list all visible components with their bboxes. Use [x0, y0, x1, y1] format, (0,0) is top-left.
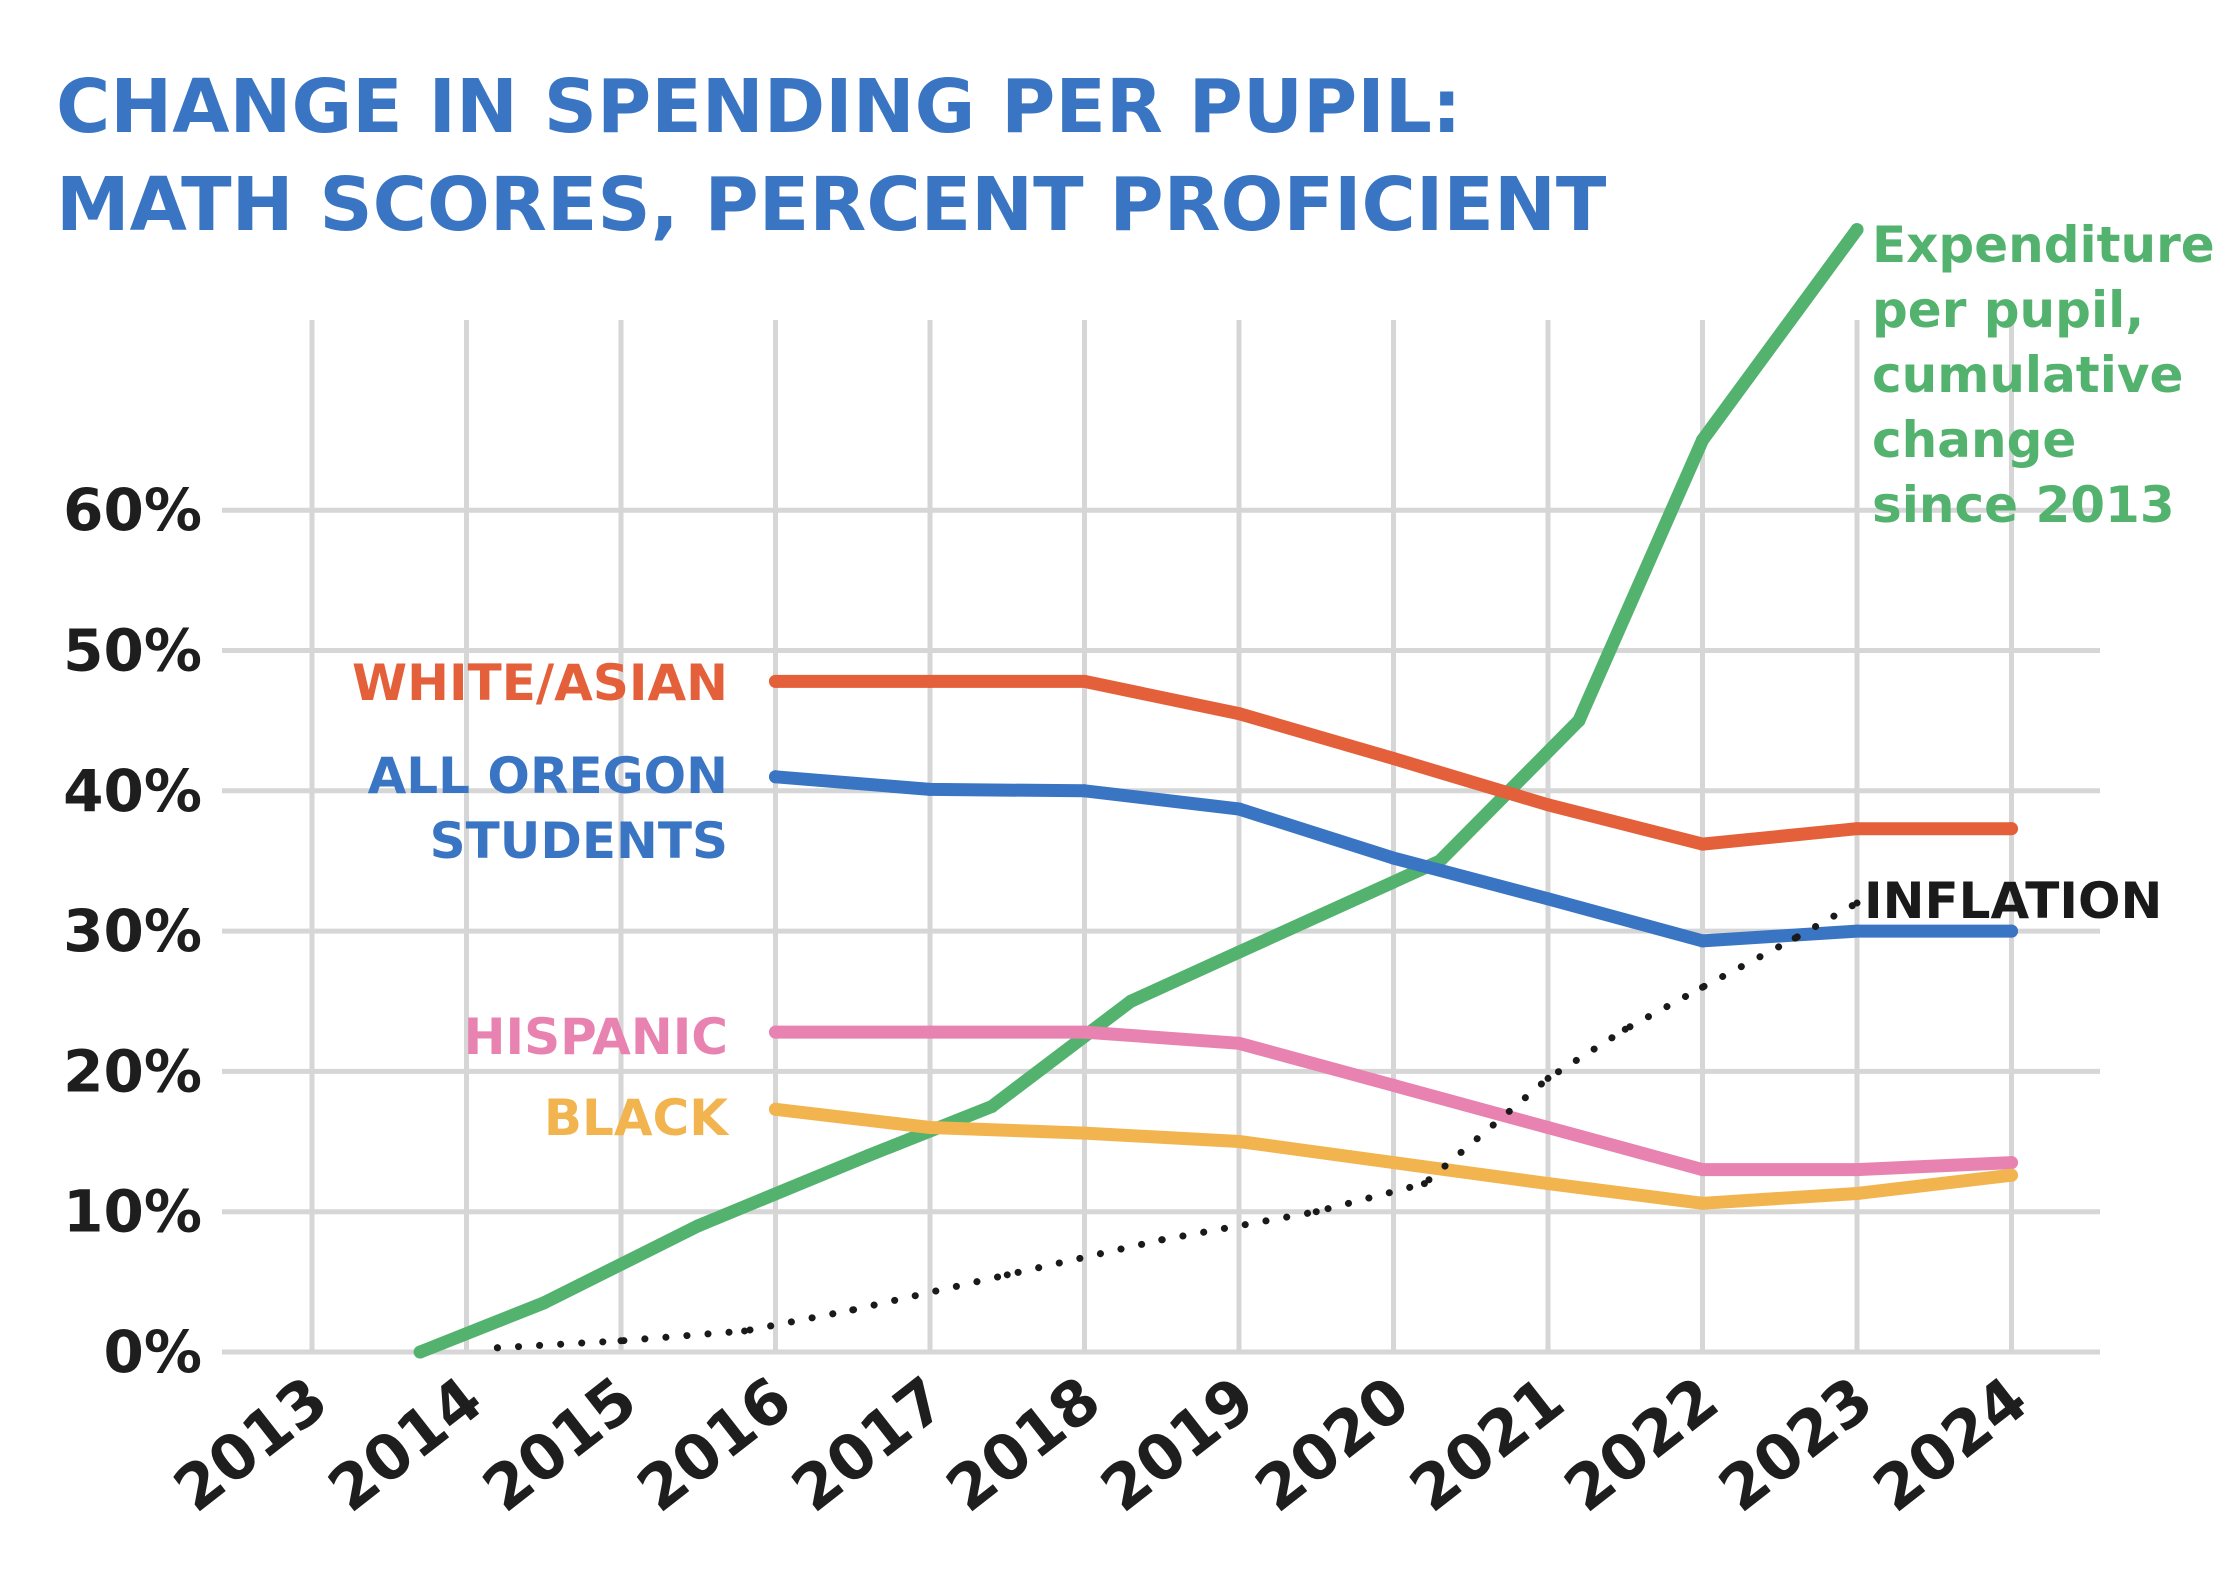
data-point-inflation	[849, 1306, 857, 1314]
data-point-inflation	[741, 1327, 749, 1335]
data-point-all-oregon-students	[1232, 802, 1246, 816]
data-point-expenditure-per-pupil-cumulative-change-since-2013	[1572, 714, 1586, 728]
y-tick-label: 20%	[63, 1037, 202, 1105]
data-point-expenditure-per-pupil-cumulative-change-since-2013	[691, 1219, 705, 1233]
data-point-all-oregon-students	[923, 782, 937, 796]
x-tick-label: 2018	[933, 1362, 1114, 1526]
grid	[222, 320, 2100, 1355]
data-point-hispanic	[1387, 1078, 1400, 1092]
data-point-black	[769, 1102, 782, 1116]
data-point-white-asian	[923, 674, 937, 688]
data-point-hispanic	[1232, 1036, 1246, 1050]
x-tick-label: 2014	[315, 1362, 496, 1526]
x-tick-label: 2020	[1242, 1362, 1423, 1526]
data-point-black	[1850, 1186, 1864, 1200]
data-point-white-asian	[1387, 752, 1400, 766]
series-label-expenditure-per-pupil-cumulative-change-since-2013: per pupil,	[1872, 281, 2144, 339]
series-label-inflation: INFLATION	[1864, 872, 2162, 930]
data-point-black	[1541, 1177, 1555, 1191]
data-point-expenditure-per-pupil-cumulative-change-since-2013	[413, 1345, 427, 1359]
data-point-hispanic	[1696, 1163, 1709, 1177]
chart-title-line-1: CHANGE IN SPENDING PER PUPIL:	[56, 64, 1462, 150]
data-point-expenditure-per-pupil-cumulative-change-since-2013	[537, 1296, 551, 1310]
x-tick-label: 2023	[1705, 1362, 1886, 1526]
data-point-expenditure-per-pupil-cumulative-change-since-2013	[1124, 994, 1138, 1008]
data-point-hispanic	[1850, 1163, 1864, 1177]
data-point-inflation	[493, 1344, 501, 1352]
data-point-black	[2005, 1168, 2018, 1182]
data-point-black	[1078, 1126, 1091, 1140]
data-point-white-asian	[1850, 822, 1864, 836]
data-point-all-oregon-students	[769, 770, 782, 784]
data-point-hispanic	[1541, 1121, 1555, 1135]
data-point-white-asian	[1232, 707, 1246, 721]
data-point-inflation	[1621, 1025, 1629, 1033]
series-label-hispanic: HISPANIC	[464, 1008, 728, 1066]
data-point-white-asian	[1078, 674, 1091, 688]
data-point-all-oregon-students	[1541, 892, 1555, 906]
y-tick-label: 30%	[63, 897, 202, 965]
data-point-expenditure-per-pupil-cumulative-change-since-2013	[1696, 433, 1709, 447]
chart-title-line-2: MATH SCORES, PERCENT PROFICIENT	[56, 162, 1607, 248]
data-point-all-oregon-students	[1078, 784, 1091, 798]
x-tick-label: 2024	[1860, 1362, 2041, 1526]
y-tick-label: 40%	[63, 757, 202, 825]
y-tick-label: 60%	[63, 476, 202, 544]
data-point-inflation	[1544, 1074, 1552, 1082]
data-point-black	[1387, 1156, 1400, 1170]
data-point-all-oregon-students	[1850, 924, 1864, 938]
data-point-expenditure-per-pupil-cumulative-change-since-2013	[1850, 223, 1864, 237]
data-point-hispanic	[769, 1025, 782, 1039]
series-label-expenditure-per-pupil-cumulative-change-since-2013: change	[1872, 411, 2076, 469]
data-point-hispanic	[923, 1025, 937, 1039]
series-label-all-oregon-students: ALL OREGON	[368, 747, 728, 805]
y-tick-label: 10%	[63, 1178, 202, 1246]
data-point-white-asian	[1541, 798, 1555, 812]
series-label-expenditure-per-pupil-cumulative-change-since-2013: cumulative	[1872, 346, 2183, 404]
series-label-expenditure-per-pupil-cumulative-change-since-2013: Expenditure	[1872, 216, 2215, 274]
data-point-black	[1232, 1135, 1246, 1149]
data-point-all-oregon-students	[1387, 851, 1400, 865]
series-label-expenditure-per-pupil-cumulative-change-since-2013: since 2013	[1872, 476, 2175, 534]
y-tick-label: 0%	[104, 1318, 202, 1386]
x-tick-label: 2021	[1396, 1362, 1577, 1526]
series-lines	[413, 223, 2018, 1359]
data-point-black	[1696, 1196, 1709, 1210]
x-axis-ticks: 2013201420152016201720182019202020212022…	[160, 1362, 2040, 1526]
x-tick-label: 2022	[1551, 1362, 1732, 1526]
data-point-inflation	[1420, 1180, 1428, 1188]
series-label-all-oregon-students: STUDENTS	[430, 812, 728, 870]
data-point-inflation	[617, 1337, 625, 1345]
x-tick-label: 2019	[1087, 1362, 1268, 1526]
x-tick-label: 2013	[160, 1362, 341, 1526]
chart-title: CHANGE IN SPENDING PER PUPIL: MATH SCORES…	[56, 64, 1607, 248]
series-label-black: BLACK	[544, 1089, 730, 1147]
data-point-all-oregon-students	[2005, 924, 2018, 938]
series-label-white-asian: WHITE/ASIAN	[352, 654, 728, 712]
y-tick-label: 50%	[63, 617, 202, 685]
data-point-expenditure-per-pupil-cumulative-change-since-2013	[861, 1149, 875, 1163]
data-point-expenditure-per-pupil-cumulative-change-since-2013	[1232, 945, 1246, 959]
x-tick-label: 2016	[624, 1362, 805, 1526]
data-point-inflation	[1312, 1208, 1320, 1216]
data-point-white-asian	[1696, 837, 1709, 851]
x-tick-label: 2017	[778, 1362, 959, 1526]
data-point-inflation	[1158, 1236, 1166, 1244]
data-point-inflation	[1699, 983, 1706, 991]
data-point-inflation	[1003, 1271, 1011, 1279]
series-labels: Expenditure per pupil, cumulative change sin…	[352, 216, 2215, 1147]
data-point-hispanic	[1078, 1025, 1091, 1039]
data-point-white-asian	[2005, 822, 2018, 836]
data-point-all-oregon-students	[1696, 934, 1709, 948]
data-point-inflation	[1791, 934, 1799, 942]
y-axis-ticks: 0% 10% 20% 30% 40% 50% 60%	[63, 476, 202, 1386]
data-point-black	[923, 1121, 937, 1135]
data-point-white-asian	[769, 674, 782, 688]
x-tick-label: 2015	[469, 1362, 650, 1526]
data-point-expenditure-per-pupil-cumulative-change-since-2013	[985, 1099, 999, 1113]
data-point-hispanic	[2005, 1156, 2018, 1170]
data-point-inflation	[1853, 899, 1861, 907]
